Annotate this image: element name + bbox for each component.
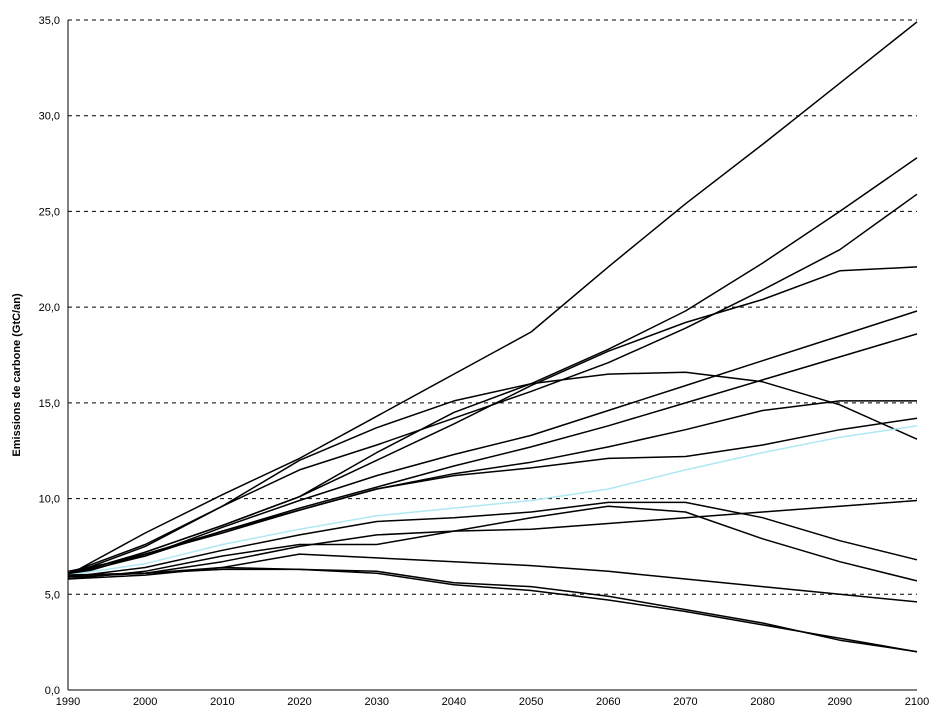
x-tick-label: 2030 bbox=[364, 696, 388, 708]
series-line-1 bbox=[67, 21, 918, 576]
x-tick-labels: 1990 2000 2010 2020 2030 2040 2050 2060 2070 2080… bbox=[56, 696, 929, 708]
series-line-9 bbox=[67, 400, 917, 576]
series-line-13 bbox=[67, 499, 918, 576]
x-tick-label: 2060 bbox=[596, 696, 620, 708]
y-tick-label: 30,0 bbox=[39, 111, 60, 123]
series-line-11 bbox=[67, 501, 918, 578]
series-lines bbox=[67, 21, 918, 653]
y-tick-label: 25,0 bbox=[39, 206, 60, 218]
x-tick-label: 1990 bbox=[56, 696, 80, 708]
series-line-15 bbox=[67, 568, 918, 653]
y-tick-label: 10,0 bbox=[39, 494, 60, 506]
y-tick-label: 5,0 bbox=[45, 589, 60, 601]
series-line-16 bbox=[67, 566, 918, 653]
series-line-12 bbox=[67, 505, 918, 582]
x-tick-label: 2040 bbox=[442, 696, 466, 708]
x-tick-label: 2090 bbox=[828, 696, 852, 708]
axes bbox=[67, 20, 917, 691]
y-tick-label: 0,0 bbox=[45, 685, 60, 697]
x-tick-label: 2050 bbox=[519, 696, 543, 708]
x-tick-label: 2020 bbox=[287, 696, 311, 708]
y-tick-labels: 0,0 5,0 10,0 15,0 20,0 25,0 30,0 35,0 bbox=[39, 15, 60, 697]
series-line-7 bbox=[67, 371, 918, 576]
y-tick-label: 20,0 bbox=[39, 302, 60, 314]
y-tick-label: 35,0 bbox=[39, 15, 60, 27]
x-tick-label: 2100 bbox=[905, 696, 929, 708]
series-line-10 bbox=[67, 425, 918, 576]
series-line-4 bbox=[67, 266, 918, 576]
series-line-8 bbox=[67, 417, 918, 574]
x-tick-label: 2010 bbox=[210, 696, 234, 708]
x-tick-label: 2080 bbox=[750, 696, 774, 708]
x-tick-label: 2000 bbox=[133, 696, 157, 708]
gridlines bbox=[68, 19, 917, 595]
series-line-3 bbox=[67, 193, 918, 574]
y-tick-label: 15,0 bbox=[39, 398, 60, 410]
series-line-2 bbox=[67, 157, 918, 576]
y-axis-label: Emissions de carbone (GtC/an) bbox=[11, 293, 23, 457]
x-tick-label: 2070 bbox=[673, 696, 697, 708]
series-line-5 bbox=[67, 310, 918, 573]
